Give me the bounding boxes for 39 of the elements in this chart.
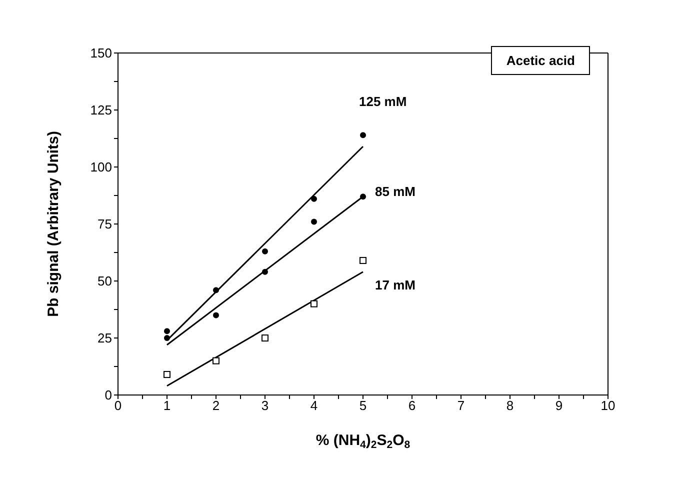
y-axis-title: Pb signal (Arbitrary Units) <box>45 131 62 317</box>
point <box>262 334 268 342</box>
x-tick-label: 8 <box>506 398 514 414</box>
point <box>164 335 170 341</box>
x-tick-label: 1 <box>163 398 171 414</box>
y-tick-label: 150 <box>90 46 112 61</box>
y-tick-label: 75 <box>98 216 112 232</box>
series-label: 17 mM <box>375 277 416 292</box>
x-tick-label: 4 <box>310 398 318 414</box>
text: 125 mM <box>359 94 407 109</box>
point <box>212 357 220 364</box>
point <box>360 194 366 200</box>
series-label: 85 mM <box>375 184 416 200</box>
y-tick-label: 50 <box>98 274 112 289</box>
point <box>311 218 317 225</box>
point <box>213 312 219 318</box>
x-tick-label: 5 <box>359 398 367 414</box>
x-tick-label: 2 <box>212 398 220 414</box>
y-tick-label: 25 <box>98 330 112 346</box>
annotation: Acetic acid <box>491 46 590 75</box>
point <box>360 132 366 138</box>
x-tick-label: 6 <box>408 398 416 414</box>
point <box>262 248 268 254</box>
point <box>262 268 268 275</box>
point <box>213 287 219 294</box>
x-axis-title: % (NH$_{4}$)$_{2}$S$_{2}$O$_{8}$ <box>316 432 410 452</box>
x-tick-label: 10 <box>600 398 616 414</box>
x-tick-label: 9 <box>555 398 563 414</box>
y-tick-label: 0 <box>104 388 112 403</box>
y-tick-label: 125 <box>90 102 112 118</box>
point <box>164 370 170 378</box>
x-tick-label: 3 <box>261 398 269 414</box>
point <box>311 196 317 202</box>
point <box>310 300 318 308</box>
point <box>360 256 366 264</box>
x-tick-label: 0 <box>114 398 122 414</box>
x-tick-label: 7 <box>457 398 465 414</box>
point <box>164 328 170 334</box>
y-tick-label: 100 <box>90 160 112 175</box>
